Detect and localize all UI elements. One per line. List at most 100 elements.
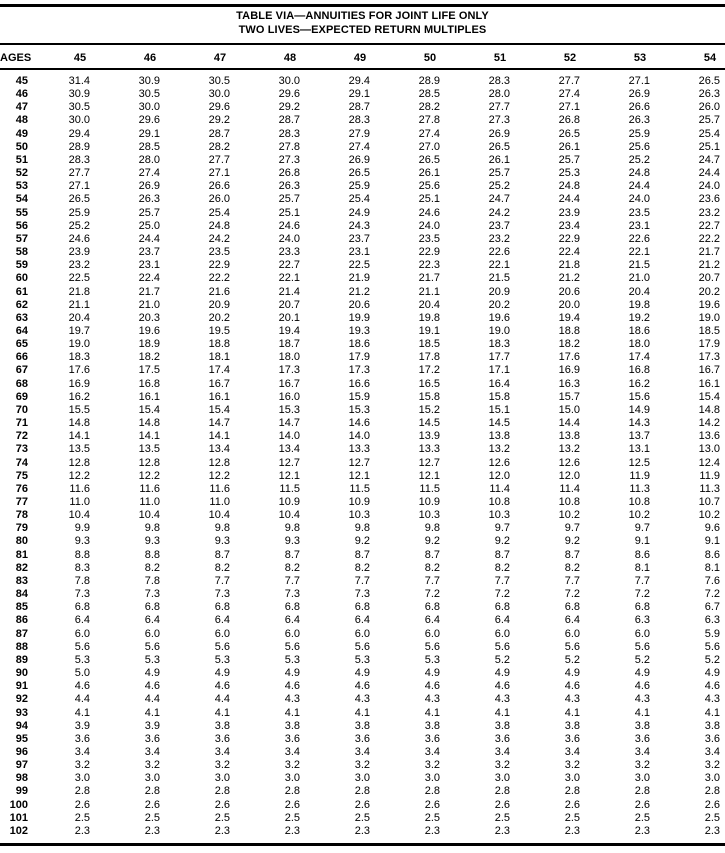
multiple-cell: 25.4 bbox=[698, 127, 720, 140]
multiple-cell: 9.8 bbox=[214, 522, 230, 535]
multiple-cell: 17.9 bbox=[698, 338, 720, 351]
multiple-cell: 8.2 bbox=[564, 561, 580, 574]
multiple-cell: 23.2 bbox=[488, 232, 510, 245]
multiple-cell: 21.7 bbox=[418, 272, 440, 285]
multiple-cell: 19.0 bbox=[68, 338, 90, 351]
multiple-cell: 30.5 bbox=[68, 101, 90, 114]
multiple-cell: 15.4 bbox=[208, 403, 230, 416]
table-row: 86 6.4 6.4 6.4 6.4 6.4 6.4 6.4 6.4 6.3 6.3 bbox=[0, 614, 725, 627]
multiple-cell: 15.0 bbox=[558, 403, 580, 416]
column-header-row: AGES 45 46 47 48 49 50 51 52 53 54 bbox=[0, 50, 725, 66]
row-age-label: 89 bbox=[15, 653, 28, 666]
table-row: 45 31.4 30.9 30.5 30.0 29.4 28.9 28.3 27.7 27.1 26… bbox=[0, 75, 725, 88]
multiple-cell: 19.7 bbox=[68, 324, 90, 337]
multiple-cell: 2.3 bbox=[284, 824, 300, 837]
multiple-cell: 11.0 bbox=[209, 496, 230, 508]
multiple-cell: 15.8 bbox=[418, 390, 440, 403]
multiple-cell: 13.5 bbox=[138, 443, 160, 456]
multiple-cell: 14.1 bbox=[138, 430, 160, 443]
row-age-label: 83 bbox=[15, 574, 28, 587]
multiple-cell: 12.7 bbox=[348, 456, 370, 469]
multiple-cell: 21.6 bbox=[208, 285, 230, 298]
multiple-cell: 26.0 bbox=[208, 193, 230, 206]
multiple-cell: 25.6 bbox=[628, 140, 650, 153]
multiple-cell: 3.6 bbox=[214, 732, 230, 745]
multiple-cell: 25.2 bbox=[488, 180, 510, 193]
multiple-cell: 3.2 bbox=[354, 759, 370, 772]
multiple-cell: 4.1 bbox=[144, 706, 160, 719]
multiple-cell: 26.5 bbox=[348, 167, 370, 180]
multiple-cell: 26.1 bbox=[418, 167, 440, 180]
multiple-cell: 26.9 bbox=[138, 180, 160, 193]
multiple-cell: 26.6 bbox=[628, 101, 650, 114]
column-header-age-51: 51 bbox=[493, 52, 507, 64]
multiple-cell: 14.4 bbox=[558, 417, 580, 430]
multiple-cell: 19.8 bbox=[628, 298, 650, 311]
multiple-cell: 2.3 bbox=[494, 824, 510, 837]
multiple-cell: 4.9 bbox=[354, 667, 370, 680]
row-age-label: 88 bbox=[15, 640, 28, 653]
multiple-cell: 24.8 bbox=[628, 167, 650, 180]
multiple-cell: 24.3 bbox=[348, 219, 370, 232]
multiple-cell: 24.0 bbox=[628, 193, 650, 206]
multiple-cell: 21.0 bbox=[628, 272, 650, 285]
row-age-label: 55 bbox=[15, 206, 28, 219]
multiple-cell: 26.3 bbox=[278, 180, 300, 193]
multiple-cell: 9.3 bbox=[214, 535, 230, 548]
multiple-cell: 19.4 bbox=[558, 311, 580, 324]
multiple-cell: 30.5 bbox=[208, 75, 230, 87]
multiple-cell: 6.4 bbox=[144, 614, 160, 627]
multiple-cell: 29.4 bbox=[68, 127, 90, 140]
multiple-cell: 26.8 bbox=[278, 167, 300, 180]
multiple-cell: 6.3 bbox=[704, 614, 720, 627]
multiple-cell: 2.5 bbox=[494, 811, 510, 824]
multiple-cell: 22.7 bbox=[698, 219, 720, 232]
multiple-cell: 12.8 bbox=[208, 456, 230, 469]
multiple-cell: 6.0 bbox=[284, 627, 300, 640]
multiple-cell: 9.7 bbox=[634, 522, 650, 535]
table-row: 57 24.6 24.4 24.2 24.0 23.7 23.5 23.2 22.9 22.6 22… bbox=[0, 233, 725, 246]
multiple-cell: 17.5 bbox=[138, 364, 160, 377]
multiple-cell: 3.2 bbox=[214, 759, 230, 772]
multiple-cell: 3.6 bbox=[704, 732, 720, 745]
row-age-label: 60 bbox=[15, 272, 28, 285]
multiple-cell: 8.1 bbox=[704, 561, 720, 574]
multiple-cell: 28.2 bbox=[418, 101, 440, 114]
multiple-cell: 2.6 bbox=[144, 798, 160, 811]
multiple-cell: 22.2 bbox=[208, 272, 230, 285]
multiple-cell: 24.6 bbox=[68, 232, 90, 245]
multiple-cell: 8.7 bbox=[214, 548, 230, 561]
multiple-cell: 26.5 bbox=[558, 127, 580, 140]
table-row: 53 27.1 26.9 26.6 26.3 25.9 25.6 25.2 24.8 24.4 24… bbox=[0, 180, 725, 193]
multiple-cell: 21.8 bbox=[558, 259, 580, 272]
table-row: 47 30.5 30.0 29.6 29.2 28.7 28.2 27.7 27.1 26.6 26… bbox=[0, 101, 725, 114]
multiple-cell: 8.7 bbox=[284, 548, 300, 561]
row-age-label: 71 bbox=[15, 417, 28, 430]
multiple-cell: 20.3 bbox=[138, 311, 160, 324]
multiple-cell: 4.9 bbox=[424, 667, 440, 680]
multiple-cell: 5.6 bbox=[74, 640, 90, 653]
multiple-cell: 29.6 bbox=[278, 88, 300, 101]
multiple-cell: 8.7 bbox=[564, 548, 580, 561]
multiple-cell: 13.8 bbox=[558, 430, 580, 443]
table-row: 92 4.4 4.4 4.4 4.3 4.3 4.3 4.3 4.3 4.3 4.3 bbox=[0, 693, 725, 706]
multiple-cell: 18.8 bbox=[558, 324, 580, 337]
multiple-cell: 5.3 bbox=[354, 653, 370, 666]
multiple-cell: 4.9 bbox=[214, 667, 230, 680]
multiple-cell: 9.8 bbox=[144, 522, 160, 535]
multiple-cell: 23.9 bbox=[558, 206, 580, 219]
row-age-label: 50 bbox=[15, 140, 28, 153]
multiple-cell: 11.9 bbox=[699, 469, 720, 482]
column-header-age-46: 46 bbox=[143, 52, 157, 64]
multiple-cell: 2.3 bbox=[144, 824, 160, 837]
multiple-cell: 6.8 bbox=[634, 601, 650, 614]
multiple-cell: 2.6 bbox=[564, 798, 580, 811]
multiple-cell: 8.2 bbox=[144, 561, 160, 574]
row-age-label: 49 bbox=[15, 127, 28, 140]
multiple-cell: 20.6 bbox=[558, 285, 580, 298]
row-age-label: 76 bbox=[15, 482, 28, 495]
multiple-cell: 25.7 bbox=[558, 153, 580, 166]
multiple-cell: 22.9 bbox=[418, 246, 440, 259]
multiple-cell: 27.7 bbox=[488, 101, 510, 114]
multiple-cell: 7.7 bbox=[424, 574, 440, 587]
